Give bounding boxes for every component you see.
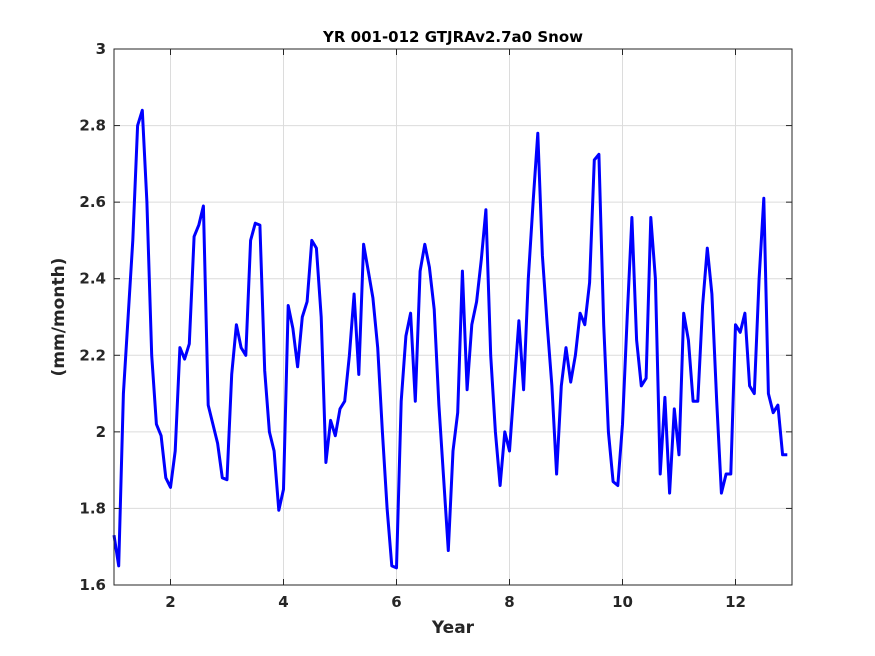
y-tick-label: 2.8 (79, 117, 106, 135)
series-line (112, 108, 788, 570)
plot-area-frame (113, 48, 793, 586)
y-tick-label: 1.6 (79, 576, 106, 594)
x-tick-label: 10 (612, 593, 633, 611)
x-tick-label: 4 (278, 593, 288, 611)
x-tick-label: 2 (165, 593, 175, 611)
x-tick-label: 6 (391, 593, 401, 611)
x-axis-ticks: 2 4 6 8 10 12 (165, 49, 746, 611)
x-tick-label: 12 (725, 593, 746, 611)
x-axis-label: Year (431, 618, 475, 638)
y-tick-label: 2.6 (79, 193, 106, 211)
y-tick-label: 3 (96, 40, 106, 58)
y-axis-ticks: 1.6 1.8 2 2.2 2.4 2.6 2.8 3 (79, 40, 792, 594)
y-axis-label: (mm/month) (49, 258, 69, 377)
y-tick-label: 2 (96, 423, 106, 441)
y-tick-label: 2.4 (79, 270, 106, 288)
y-tick-label: 1.8 (79, 499, 106, 517)
y-tick-label: 2.2 (79, 346, 106, 364)
x-tick-label: 8 (504, 593, 514, 611)
gridlines (114, 48, 792, 586)
chart-title: YR 001-012 GTJRAv2.7a0 Snow (322, 28, 583, 46)
series-group (112, 108, 788, 570)
